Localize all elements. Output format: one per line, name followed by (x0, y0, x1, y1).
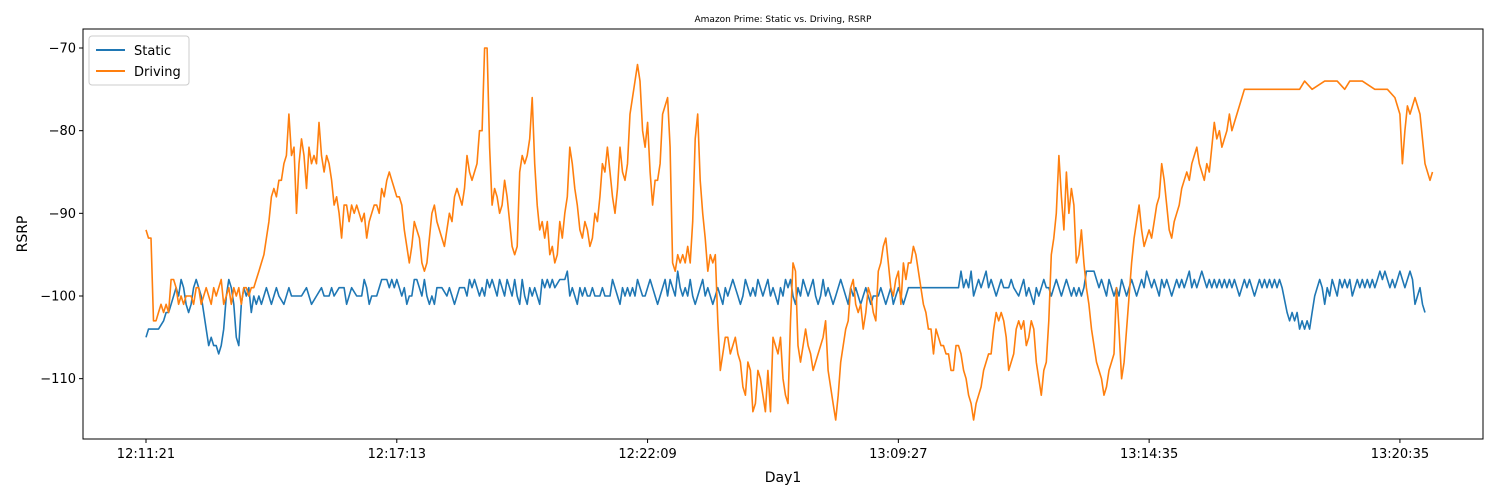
x-tick-label: 12:11:21 (117, 447, 175, 462)
series-layer (145, 47, 1434, 421)
x-tick-label: 13:09:27 (869, 447, 927, 462)
axes-frame (82, 28, 1484, 440)
y-tick-label: −110 (40, 372, 76, 387)
legend-label-static: Static (134, 44, 171, 59)
chart-title: Amazon Prime: Static vs. Driving, RSRP (695, 15, 873, 25)
y-tick-label: −100 (40, 289, 76, 304)
x-tick-label: 12:17:13 (368, 447, 426, 462)
series-line-driving (145, 47, 1434, 421)
series-line-static (145, 270, 1426, 355)
y-tick-label: −70 (49, 42, 76, 57)
y-tick-label: −90 (49, 207, 76, 222)
x-tick-label: 12:22:09 (618, 447, 676, 462)
x-tick-label: 13:20:35 (1371, 447, 1429, 462)
x-axis-label: Day1 (765, 470, 802, 486)
y-tick-label: −80 (49, 124, 76, 139)
y-axis: −110 −100 −90 −80 −70 (40, 42, 83, 387)
x-tick-label: 13:14:35 (1120, 447, 1178, 462)
legend: Static Driving (88, 35, 190, 86)
legend-box (88, 35, 190, 86)
legend-label-driving: Driving (134, 65, 181, 80)
x-axis: 12:11:21 12:17:13 12:22:09 13:09:27 13:14:35… (117, 439, 1429, 462)
y-axis-label: RSRP (15, 216, 31, 253)
